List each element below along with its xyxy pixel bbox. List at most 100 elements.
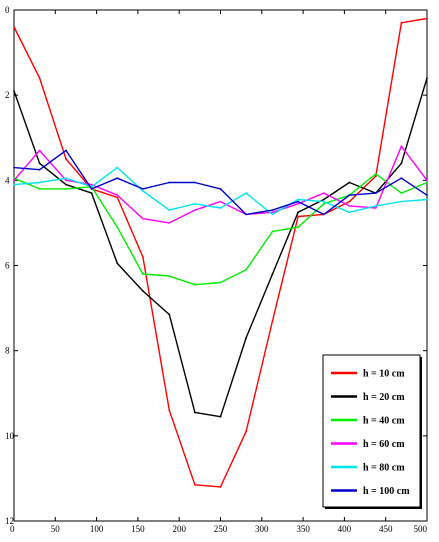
data-point	[400, 200, 403, 203]
data-point	[65, 183, 67, 186]
data-point	[219, 187, 222, 190]
data-point	[90, 183, 93, 186]
data-point	[400, 162, 403, 165]
x-tick-label: 500	[414, 524, 428, 534]
data-point	[168, 313, 171, 316]
data-point	[426, 181, 428, 184]
data-point	[297, 226, 300, 229]
data-point	[38, 181, 41, 184]
data-point	[193, 411, 196, 414]
data-point	[193, 483, 196, 486]
legend: h = 10 cm h = 20 cm h = 40 cm h = 60 cm h = …	[322, 354, 422, 509]
x-tick-label: 0	[10, 524, 15, 534]
data-point	[193, 181, 196, 184]
data-point	[374, 207, 377, 209]
data-point	[65, 187, 67, 190]
data-point	[348, 194, 351, 197]
data-point	[38, 149, 41, 152]
y-tick-label: 10	[5, 431, 15, 441]
data-point	[426, 198, 428, 201]
y-tick-label: 0	[5, 5, 10, 15]
data-point	[271, 319, 274, 322]
data-point	[245, 336, 248, 339]
data-point	[141, 217, 144, 220]
data-point	[374, 173, 377, 175]
data-point	[116, 177, 119, 180]
data-point	[219, 486, 222, 488]
legend-label: h = 10 cm	[363, 369, 405, 380]
data-point	[13, 183, 15, 186]
data-point	[168, 209, 171, 212]
data-point	[141, 256, 144, 258]
data-point	[141, 273, 144, 275]
x-tick-label: 300	[255, 524, 269, 534]
x-tick-label: 450	[379, 524, 393, 534]
data-point	[426, 17, 428, 20]
data-point	[322, 200, 325, 203]
data-point	[116, 166, 119, 169]
data-point	[297, 215, 300, 218]
data-point	[348, 181, 351, 184]
data-point	[90, 187, 93, 190]
data-point	[193, 209, 196, 212]
data-point	[193, 283, 196, 286]
data-point	[322, 202, 325, 205]
data-point	[245, 430, 248, 433]
data-point	[374, 192, 377, 195]
data-point	[13, 179, 15, 182]
y-tick-label: 6	[5, 261, 10, 271]
data-point	[38, 187, 41, 190]
data-point	[245, 213, 248, 216]
data-point	[219, 415, 222, 418]
data-point	[219, 207, 222, 209]
x-tick-label: 50	[51, 524, 61, 534]
data-point	[322, 192, 325, 195]
data-point	[426, 194, 428, 197]
data-point	[38, 77, 41, 80]
data-point	[141, 190, 144, 192]
legend-label: h = 60 cm	[363, 439, 405, 450]
data-point	[271, 211, 274, 214]
data-point	[65, 149, 67, 152]
data-point	[348, 204, 351, 207]
data-point	[38, 168, 41, 171]
y-tick-label: 4	[5, 175, 10, 185]
data-point	[141, 187, 144, 190]
data-point	[116, 196, 119, 199]
data-point	[168, 409, 171, 412]
data-point	[374, 175, 377, 177]
legend-label: h = 40 cm	[363, 416, 405, 427]
legend-label: h = 20 cm	[363, 392, 405, 403]
y-tick-label: 2	[5, 90, 10, 100]
data-point	[297, 202, 300, 205]
y-tick-label: 12	[5, 516, 14, 526]
data-point	[348, 200, 351, 203]
series-line-3	[13, 173, 428, 286]
data-point	[219, 281, 222, 284]
data-point	[116, 262, 119, 265]
data-point	[168, 275, 171, 278]
x-tick-label: 150	[131, 524, 145, 534]
data-point	[271, 213, 274, 216]
data-point	[297, 200, 300, 203]
data-point	[65, 158, 67, 160]
data-point	[193, 202, 196, 205]
x-tick-label: 350	[296, 524, 310, 534]
data-point	[245, 192, 248, 195]
data-point	[168, 222, 171, 224]
data-point	[271, 230, 274, 233]
data-point	[219, 200, 222, 203]
data-point	[374, 204, 377, 207]
x-tick-label: 200	[172, 524, 186, 534]
legend-label: h = 100 cm	[363, 486, 410, 497]
data-point	[116, 226, 119, 229]
data-point	[348, 211, 351, 214]
y-tick-label: 8	[5, 346, 10, 356]
data-point	[168, 181, 171, 184]
data-point	[90, 192, 93, 195]
axes: 0 50 100 150 200 250 300 350 400 450 500 0 2 4 6 8 10 12	[5, 5, 428, 534]
data-point	[141, 290, 144, 292]
x-tick-label: 400	[338, 524, 352, 534]
data-point	[116, 194, 119, 197]
